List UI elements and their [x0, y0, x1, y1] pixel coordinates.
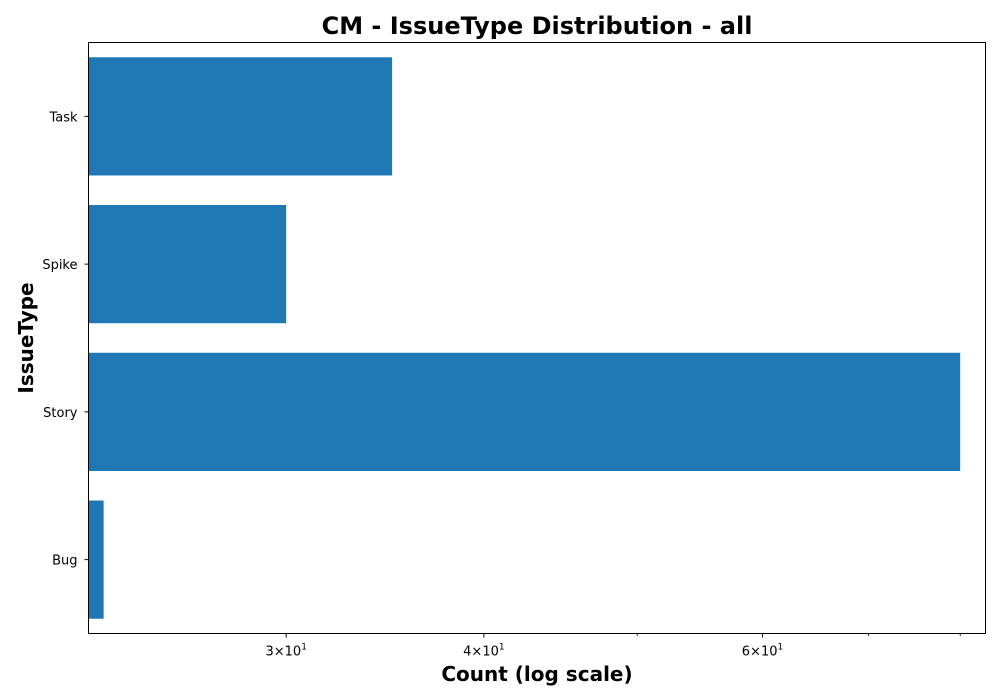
x-tick-label: 6×101	[742, 643, 783, 660]
y-tick-label-bug: Bug	[52, 554, 77, 569]
y-tick-label-task: Task	[48, 110, 78, 125]
bar-story	[88, 352, 961, 471]
chart-title: CM - IssueType Distribution - all	[322, 12, 753, 40]
bars-group	[88, 57, 961, 619]
bar-spike	[88, 205, 287, 324]
bar-task	[88, 57, 393, 176]
bar-bug	[88, 500, 104, 619]
x-axis-ticks: 3×101 4×101 6×101	[265, 633, 961, 660]
y-tick-label-spike: Spike	[42, 258, 77, 273]
x-tick-label: 4×101	[463, 643, 504, 660]
x-tick-label: 3×101	[265, 643, 306, 660]
y-tick-label-story: Story	[43, 406, 78, 421]
x-axis-label: Count (log scale)	[441, 662, 632, 686]
y-axis-ticks: Bug Story Spike Task	[42, 110, 89, 569]
y-axis-label: IssueType	[14, 282, 38, 393]
plot-frame	[88, 42, 986, 634]
